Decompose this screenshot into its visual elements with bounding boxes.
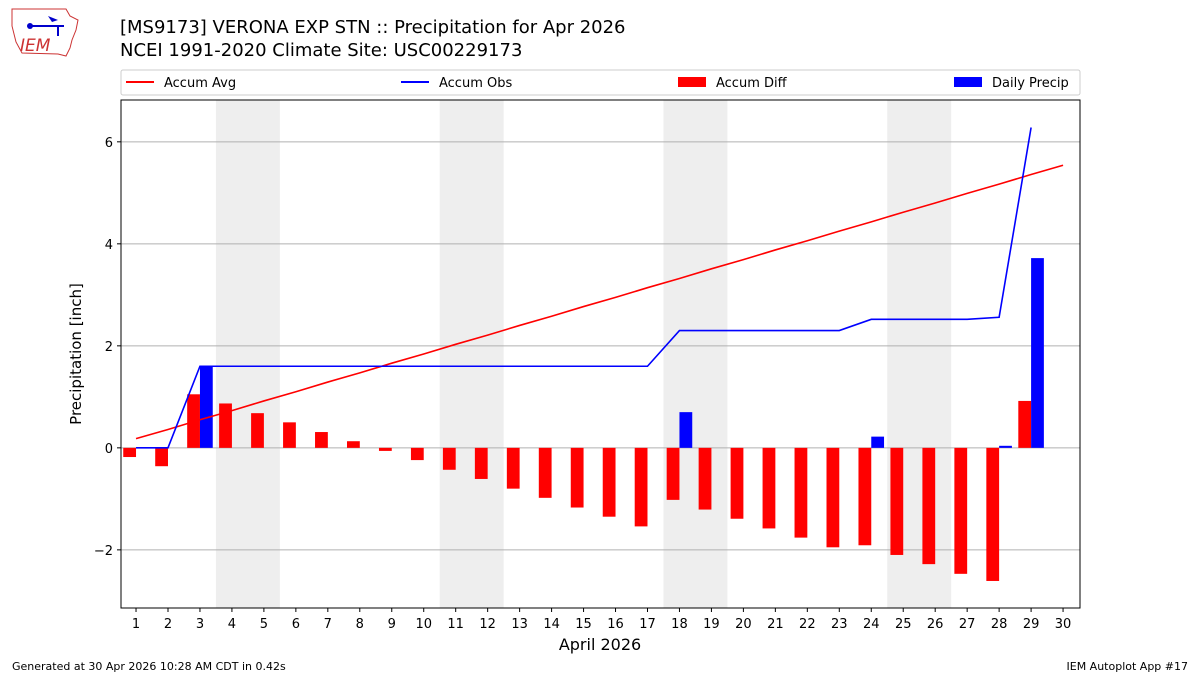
iem-logo: IEM (8, 6, 80, 58)
y-tick-label: 6 (105, 136, 113, 151)
x-tick-label: 28 (991, 617, 1008, 632)
weekend-shade (439, 100, 504, 608)
accum-diff-bar (858, 447, 872, 546)
accum-diff-bar (155, 447, 168, 467)
footer-app: IEM Autoplot App #17 (1066, 660, 1189, 673)
x-tick-label: 21 (767, 617, 784, 632)
daily-precip-bar (679, 412, 693, 448)
chart-subtitle: NCEI 1991-2020 Climate Site: USC00229173 (120, 40, 523, 61)
accum-diff-bar (762, 447, 776, 529)
accum-diff-bar (410, 447, 424, 461)
daily-precip-bar (1031, 258, 1044, 448)
x-tick-label: 9 (388, 617, 396, 632)
x-tick-label: 26 (927, 617, 944, 632)
accum-diff-bar (347, 441, 360, 448)
x-tick-label: 13 (511, 617, 528, 632)
logo-text: IEM (20, 36, 51, 56)
x-axis-label: April 2026 (559, 635, 641, 654)
legend-accum-diff: Accum Diff (716, 76, 788, 91)
x-tick-label: 20 (735, 617, 752, 632)
x-tick-label: 29 (1023, 617, 1040, 632)
x-tick-label: 15 (575, 617, 592, 632)
accum-diff-bar (986, 447, 1000, 581)
weekend-shade (215, 100, 280, 608)
legend-daily-precip: Daily Precip (992, 76, 1069, 91)
legend-accum-obs: Accum Obs (439, 76, 512, 91)
x-tick-label: 24 (863, 617, 880, 632)
legend-swatch-daily-precip (954, 77, 982, 87)
legend-swatch-accum-diff (678, 77, 706, 87)
accum-diff-bar (123, 447, 137, 458)
accum-diff-bar (826, 447, 840, 548)
x-tick-label: 23 (831, 617, 848, 632)
x-tick-label: 16 (607, 617, 624, 632)
legend: Accum Avg Accum Obs Accum Diff Daily Pre… (120, 69, 1081, 96)
x-tick-label: 27 (959, 617, 976, 632)
accum-diff-bar (315, 432, 328, 448)
y-tick-label: 0 (105, 442, 113, 457)
x-tick-label: 18 (671, 617, 688, 632)
accum-diff-bar (538, 447, 552, 498)
accum-diff-bar (698, 447, 712, 510)
x-tick-label: 5 (260, 617, 268, 632)
x-tick-label: 25 (895, 617, 912, 632)
x-tick-label: 1 (132, 617, 140, 632)
daily-precip-bar (199, 366, 213, 448)
accum-diff-bar (506, 447, 520, 489)
accum-diff-bar (634, 447, 648, 527)
accum-diff-bar (602, 447, 616, 517)
accum-obs-line (136, 127, 1032, 449)
accum-diff-bar (442, 447, 456, 470)
chart-title: [MS9173] VERONA EXP STN :: Precipitation… (120, 17, 626, 38)
accum-diff-bar (378, 447, 392, 451)
x-tick-label: 2 (164, 617, 172, 632)
accum-diff-bar (1018, 400, 1032, 448)
x-tick-label: 12 (479, 617, 496, 632)
x-tick-label: 6 (292, 617, 300, 632)
x-tick-label: 8 (356, 617, 364, 632)
daily-precip-bar (871, 436, 885, 448)
x-tick-label: 3 (196, 617, 204, 632)
x-tick-label: 7 (324, 617, 332, 632)
accum-diff-bar (251, 413, 264, 448)
y-tick-label: 4 (105, 238, 113, 253)
x-tick-label: 17 (639, 617, 656, 632)
plot-frame (120, 99, 1081, 609)
x-tick-label: 19 (703, 617, 720, 632)
accum-diff-bar (570, 447, 584, 508)
weekend-shade (663, 100, 728, 608)
accum-diff-bar (890, 447, 904, 555)
y-axis-label: Precipitation [inch] (67, 283, 85, 425)
daily-precip-bar (999, 445, 1012, 448)
x-tick-label: 4 (228, 617, 236, 632)
x-tick-label: 14 (543, 617, 560, 632)
accum-diff-bar (219, 403, 232, 448)
y-tick-label: −2 (94, 544, 113, 559)
accum-diff-bar (474, 447, 488, 479)
x-tick-label: 10 (415, 617, 432, 632)
x-tick-label: 11 (447, 617, 464, 632)
accum-avg-line (135, 164, 1064, 440)
legend-accum-avg: Accum Avg (164, 76, 236, 91)
accum-diff-bar (794, 447, 808, 538)
x-tick-label: 22 (799, 617, 816, 632)
accum-diff-bar (954, 447, 968, 574)
accum-diff-bar (922, 447, 936, 565)
accum-diff-bar (666, 447, 680, 500)
accum-diff-bar (730, 447, 744, 519)
x-tick-label: 30 (1055, 617, 1072, 632)
accum-diff-bar (283, 422, 296, 448)
y-tick-label: 2 (105, 340, 113, 355)
footer-generated: Generated at 30 Apr 2026 10:28 AM CDT in… (12, 660, 286, 673)
